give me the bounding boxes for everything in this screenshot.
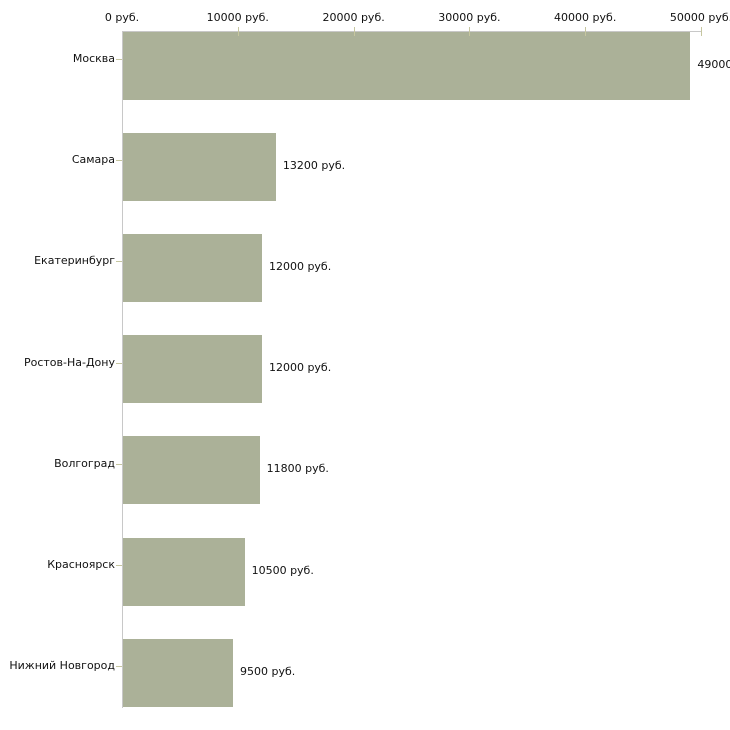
x-axis-tick-label: 20000 руб. [322, 11, 385, 24]
x-axis-tick-label: 0 руб. [104, 11, 140, 24]
value-label: 12000 руб. [268, 361, 332, 375]
category-tick-mark [116, 463, 122, 465]
bar-5 [123, 436, 260, 505]
category-label: Екатеринбург [34, 254, 115, 268]
bar-3 [123, 233, 262, 302]
value-label: 11800 руб. [266, 462, 329, 476]
value-label: 10500 руб. [251, 563, 314, 577]
category-tick-mark [116, 565, 122, 566]
bar-1 [123, 31, 691, 100]
category-tick-mark [116, 666, 122, 668]
category-label: Красноярск [47, 558, 115, 571]
x-axis-tick-label: 30000 руб. [438, 11, 501, 24]
category-tick-mark [116, 362, 122, 364]
x-axis-tick-label: 50000 руб. [669, 11, 730, 24]
x-axis-tick-mark [585, 27, 587, 36]
bar-6 [123, 537, 245, 606]
x-axis-tick-label: 10000 руб. [206, 11, 269, 24]
category-tick-mark [116, 160, 122, 162]
value-label: 49000 [697, 57, 730, 71]
category-label: Самара [71, 153, 115, 167]
bar-4 [123, 335, 262, 404]
category-tick-mark [116, 59, 122, 60]
category-tick-mark [116, 261, 122, 263]
category-label: Москва [72, 52, 115, 65]
value-label: 13200 руб. [282, 158, 346, 172]
category-label: Ростов-На-Дону [23, 355, 115, 369]
x-axis-tick-mark [237, 27, 239, 36]
category-label: Волгоград [54, 456, 115, 470]
x-axis-tick-mark [701, 27, 702, 36]
y-axis-line [122, 31, 123, 708]
category-label: Нижний Новгород [9, 659, 115, 673]
x-axis-tick-mark [353, 27, 355, 36]
bar-7 [123, 638, 233, 707]
value-label: 12000 руб. [268, 259, 332, 273]
x-axis-tick-mark [469, 27, 471, 36]
value-label: 9500 руб. [240, 664, 296, 678]
bar-2 [123, 132, 276, 201]
x-axis-tick-label: 40000 руб. [554, 11, 617, 24]
